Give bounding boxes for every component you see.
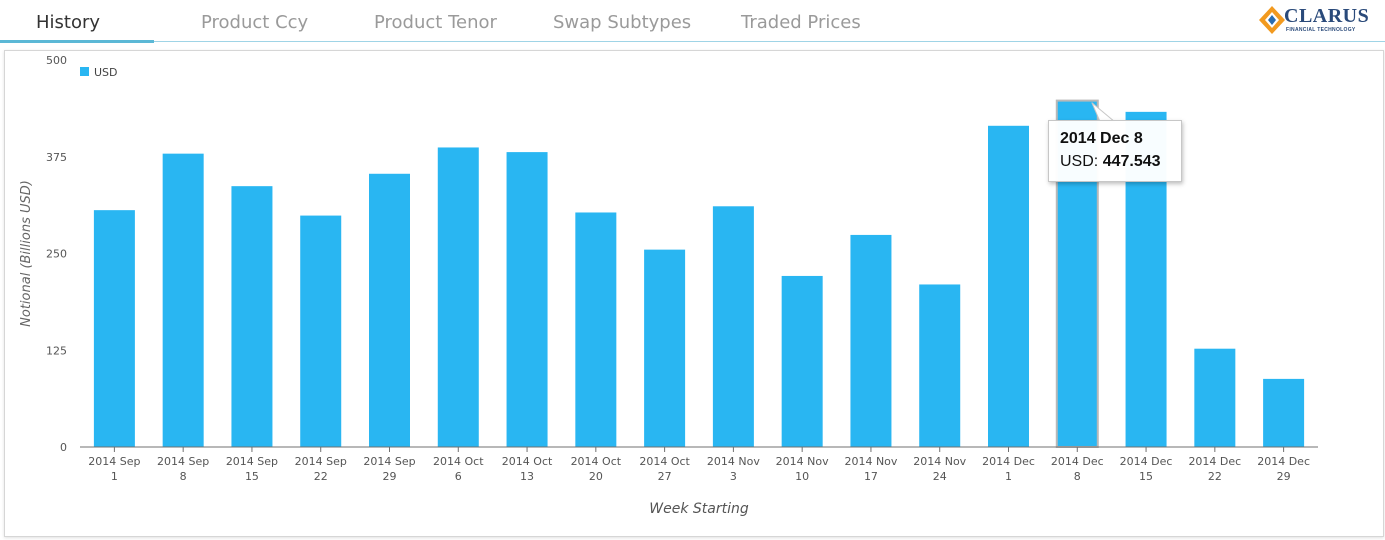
bar	[850, 234, 892, 447]
x-tick-label-line2: 1	[1005, 470, 1012, 483]
tab-bar: History Product Ccy Product Tenor Swap S…	[0, 0, 1385, 44]
x-tick-label-line1: 2014 Sep	[226, 455, 278, 468]
x-tick-label-line2: 29	[1277, 470, 1291, 483]
x-tick-label-line2: 1	[111, 470, 118, 483]
bar	[369, 173, 410, 447]
tab-divider	[0, 41, 1385, 42]
y-tick-label: 375	[46, 151, 67, 164]
y-tick-label: 0	[60, 441, 67, 454]
y-tick-label: 250	[46, 248, 67, 261]
diamond-logo-icon	[1259, 6, 1285, 34]
y-tick-label: 500	[46, 54, 67, 67]
x-tick-label-line1: 2014 Dec	[1188, 455, 1241, 468]
x-tick-label-line2: 3	[730, 470, 737, 483]
bar	[575, 212, 617, 447]
tab-traded-prices[interactable]: Traded Prices	[741, 12, 861, 33]
x-tick-label-line1: 2014 Sep	[363, 455, 415, 468]
active-tab-indicator	[0, 40, 154, 43]
x-tick-label-line1: 2014 Dec	[1051, 455, 1104, 468]
bar	[1263, 378, 1305, 447]
x-tick-label-line1: 2014 Sep	[88, 455, 140, 468]
x-tick-label-line1: 2014 Oct	[571, 455, 622, 468]
bar	[712, 206, 754, 447]
x-tick-label-line1: 2014 Dec	[982, 455, 1035, 468]
x-tick-label-line1: 2014 Nov	[844, 455, 897, 468]
x-tick-label-line1: 2014 Nov	[776, 455, 829, 468]
tab-swap-subtypes[interactable]: Swap Subtypes	[553, 12, 692, 33]
bar	[988, 125, 1029, 447]
x-tick-label-line2: 13	[520, 470, 534, 483]
bar	[437, 147, 479, 447]
x-tick-label-line1: 2014 Sep	[157, 455, 209, 468]
x-tick-label-line2: 15	[1139, 470, 1153, 483]
logo-wordmark: CLARUS	[1284, 5, 1370, 27]
tab-product-tenor[interactable]: Product Tenor	[374, 12, 497, 33]
x-tick-label-line1: 2014 Nov	[707, 455, 760, 468]
bar	[93, 210, 135, 447]
x-tick-label-line2: 6	[455, 470, 462, 483]
x-tick-label-line1: 2014 Oct	[639, 455, 690, 468]
x-tick-label-line1: 2014 Dec	[1257, 455, 1310, 468]
bar	[1194, 348, 1236, 447]
bar	[781, 275, 823, 447]
tooltip-title: 2014 Dec 8	[1060, 130, 1143, 147]
clarus-logo: CLARUS FINANCIAL TECHNOLOGY	[1256, 2, 1376, 38]
bar	[300, 215, 342, 447]
tab-history[interactable]: History	[36, 12, 101, 33]
tooltip-value: 447.543	[1102, 153, 1161, 170]
x-tick-label-line2: 10	[795, 470, 809, 483]
x-tick-label-line2: 29	[383, 470, 397, 483]
x-tick-label-line1: 2014 Sep	[295, 455, 347, 468]
legend-swatch	[80, 67, 89, 76]
x-tick-label-line2: 8	[1074, 470, 1081, 483]
tab-product-ccy[interactable]: Product Ccy	[201, 12, 309, 33]
x-tick-label-line1: 2014 Oct	[433, 455, 484, 468]
tooltip-value-line: USD: 447.543	[1060, 153, 1161, 171]
x-tick-label-line2: 17	[864, 470, 878, 483]
x-tick-label-line2: 15	[245, 470, 259, 483]
x-tick-label-line2: 20	[589, 470, 603, 483]
bar	[506, 152, 548, 447]
y-axis-title: Notional (Billions USD)	[19, 180, 34, 327]
x-tick-label-line1: 2014 Dec	[1120, 455, 1173, 468]
x-tick-label-line2: 22	[314, 470, 328, 483]
x-tick-label-line2: 24	[933, 470, 947, 483]
bar	[162, 153, 204, 448]
x-tick-label-line2: 8	[180, 470, 187, 483]
bar	[644, 249, 686, 447]
x-tick-label-line2: 27	[658, 470, 672, 483]
tooltip-series-label: USD:	[1060, 153, 1099, 170]
y-tick-label: 125	[46, 344, 67, 357]
legend-label: USD	[94, 66, 118, 79]
x-tick-label-line2: 22	[1208, 470, 1222, 483]
chart-tooltip: 2014 Dec 8 USD: 447.543	[1048, 120, 1182, 182]
bar	[231, 186, 273, 448]
bar	[919, 284, 961, 447]
x-tick-label-line1: 2014 Oct	[502, 455, 553, 468]
x-axis-title: Week Starting	[649, 501, 749, 517]
x-tick-label-line1: 2014 Nov	[913, 455, 966, 468]
logo-tagline: FINANCIAL TECHNOLOGY	[1286, 27, 1356, 33]
